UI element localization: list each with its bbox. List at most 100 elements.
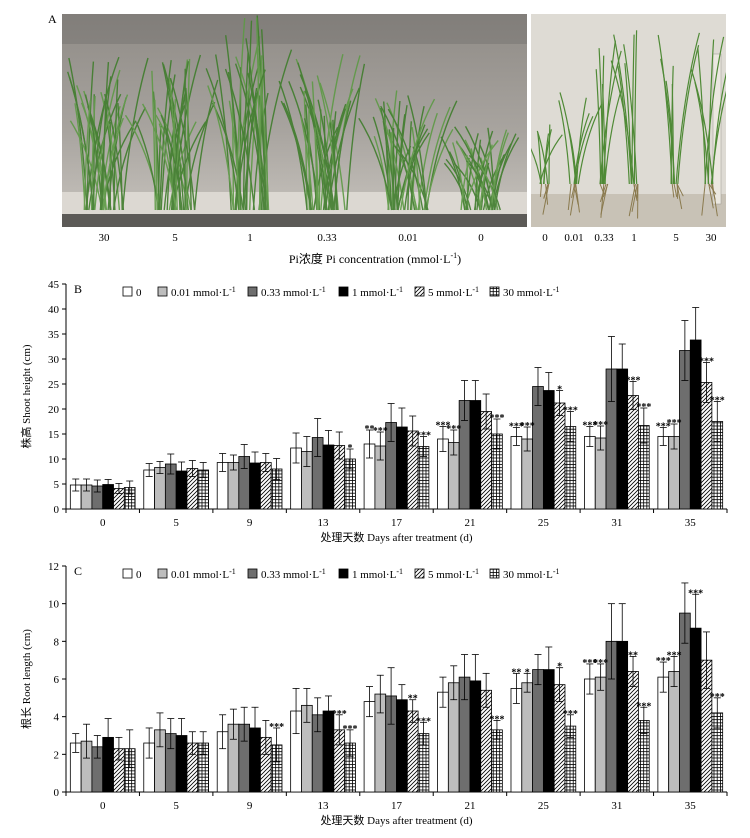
legend-label: 0 xyxy=(136,569,142,581)
x-tick-label: 31 xyxy=(611,517,622,529)
photo-right-category: 1 xyxy=(631,232,637,244)
seedling-root xyxy=(671,183,675,198)
panel-a: A 30 5 1 0.33 0.01 0 0 0.01 0.33 1 5 30 Pi浓度 Pi co… xyxy=(0,0,750,268)
legend-label: 5 mmol·L-1 xyxy=(428,285,479,299)
grass-blade xyxy=(346,63,366,211)
grass-blade xyxy=(159,60,172,211)
x-tick-label: 5 xyxy=(173,517,179,529)
x-tick-label: 25 xyxy=(538,800,550,812)
grass-blade xyxy=(373,135,390,211)
grass-blade xyxy=(386,102,417,211)
grass-blade xyxy=(303,118,318,211)
grass-blade xyxy=(329,122,338,211)
y-tick-label: 6 xyxy=(54,674,60,686)
y-tick-label: 8 xyxy=(54,636,60,648)
panel-a-caption: Pi浓度 Pi concentration (mmol·L-1) xyxy=(0,250,750,267)
significance-label: *** xyxy=(446,424,461,435)
significance-label: * xyxy=(557,662,562,673)
grass-blade xyxy=(491,154,505,211)
bar xyxy=(584,436,596,510)
x-axis-title: 处理天数 Days after treatment (d) xyxy=(320,814,472,827)
legend-label: 0.33 mmol·L-1 xyxy=(261,285,326,299)
grass-blade xyxy=(407,95,428,211)
y-tick-label: 15 xyxy=(48,429,60,441)
significance-label: *** xyxy=(373,426,388,437)
grass-blade xyxy=(86,61,95,211)
seedling-leaf xyxy=(536,130,549,185)
photo-left-category: 0.01 xyxy=(398,232,418,244)
seedling-root xyxy=(600,183,605,218)
significance-label: *** xyxy=(593,658,608,669)
y-tick-label: 25 xyxy=(48,379,60,391)
seedling-leaf xyxy=(697,47,706,185)
grass-blade xyxy=(234,68,259,211)
seedling-leaf xyxy=(633,30,638,185)
legend-label: 0.01 mmol·L-1 xyxy=(171,285,236,299)
grass-blade xyxy=(207,85,235,211)
seedling-root xyxy=(539,183,542,197)
photo-right-category: 30 xyxy=(705,232,717,244)
bar xyxy=(668,671,680,793)
photo-right-category: 0.01 xyxy=(564,232,584,244)
seedling-leaf xyxy=(595,69,602,185)
bar xyxy=(532,669,544,793)
photo-right-category: 0 xyxy=(542,232,548,244)
legend-swatch xyxy=(247,568,258,579)
grass-blade xyxy=(412,146,427,211)
significance-label: * xyxy=(525,667,530,678)
grass-blade xyxy=(160,114,183,211)
grass-blade xyxy=(258,49,293,211)
bar xyxy=(657,436,670,510)
grass-blade xyxy=(372,116,393,211)
caption-text: Pi浓度 Pi concentration (mmol·L xyxy=(288,252,451,266)
seedling-root xyxy=(701,183,706,216)
significance-label: *** xyxy=(656,656,671,667)
legend-label: 1 mmol·L-1 xyxy=(352,285,403,299)
grass-blade xyxy=(476,130,494,211)
x-tick-label: 21 xyxy=(464,517,475,529)
legend-swatch xyxy=(338,286,349,297)
seedling-leaf xyxy=(707,39,715,185)
grass-blade xyxy=(69,120,103,211)
grass-blade xyxy=(101,62,110,211)
legend-label: 0 xyxy=(136,287,142,299)
significance-label: *** xyxy=(688,588,703,599)
significance-label: *** xyxy=(636,701,651,712)
significance-label: *** xyxy=(435,421,450,432)
significance-label: *** xyxy=(667,650,682,661)
grass-blade xyxy=(117,103,123,211)
grass-blade xyxy=(185,87,192,211)
seedling-leaf xyxy=(604,88,623,185)
grass-blade xyxy=(477,161,499,211)
y-tick-label: 10 xyxy=(48,454,60,466)
grass-blade xyxy=(380,107,396,211)
grass-blade xyxy=(85,56,120,211)
y-tick-label: 0 xyxy=(54,504,60,516)
seedling-root xyxy=(628,183,636,217)
caption-sup: -1 xyxy=(450,251,458,260)
panel-label: B xyxy=(74,282,82,296)
significance-label: ** xyxy=(628,650,638,661)
grass-blade xyxy=(172,61,189,211)
significance-label: * xyxy=(348,443,353,454)
bar xyxy=(510,436,523,510)
x-tick-label: 31 xyxy=(611,800,622,812)
significance-label: *** xyxy=(656,422,671,433)
grass-blade xyxy=(358,117,393,211)
grass-blade xyxy=(479,144,493,211)
y-tick-label: 4 xyxy=(54,712,60,724)
significance-label: *** xyxy=(699,357,714,368)
grass-blade xyxy=(282,102,313,211)
significance-label: *** xyxy=(667,418,682,429)
x-tick-label: 35 xyxy=(685,517,697,529)
seedling-root xyxy=(676,183,684,197)
grass-blade xyxy=(166,79,185,211)
legend-label: 1 mmol·L-1 xyxy=(352,567,403,581)
significance-label: *** xyxy=(489,714,504,725)
significance-label: *** xyxy=(416,716,431,727)
legend-swatch xyxy=(414,286,425,297)
grass-blade xyxy=(84,94,103,211)
significance-label: *** xyxy=(636,402,651,413)
seedling-root xyxy=(708,183,717,195)
grass-blade xyxy=(255,17,261,211)
